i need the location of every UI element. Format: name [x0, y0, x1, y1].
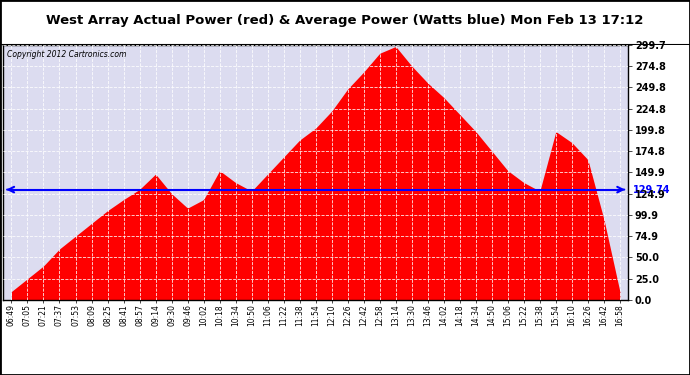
Text: West Array Actual Power (red) & Average Power (Watts blue) Mon Feb 13 17:12: West Array Actual Power (red) & Average …	[46, 14, 644, 27]
Text: Copyright 2012 Cartronics.com: Copyright 2012 Cartronics.com	[7, 50, 126, 59]
Text: 129.74: 129.74	[0, 184, 3, 195]
Text: 129.74: 129.74	[633, 184, 670, 195]
